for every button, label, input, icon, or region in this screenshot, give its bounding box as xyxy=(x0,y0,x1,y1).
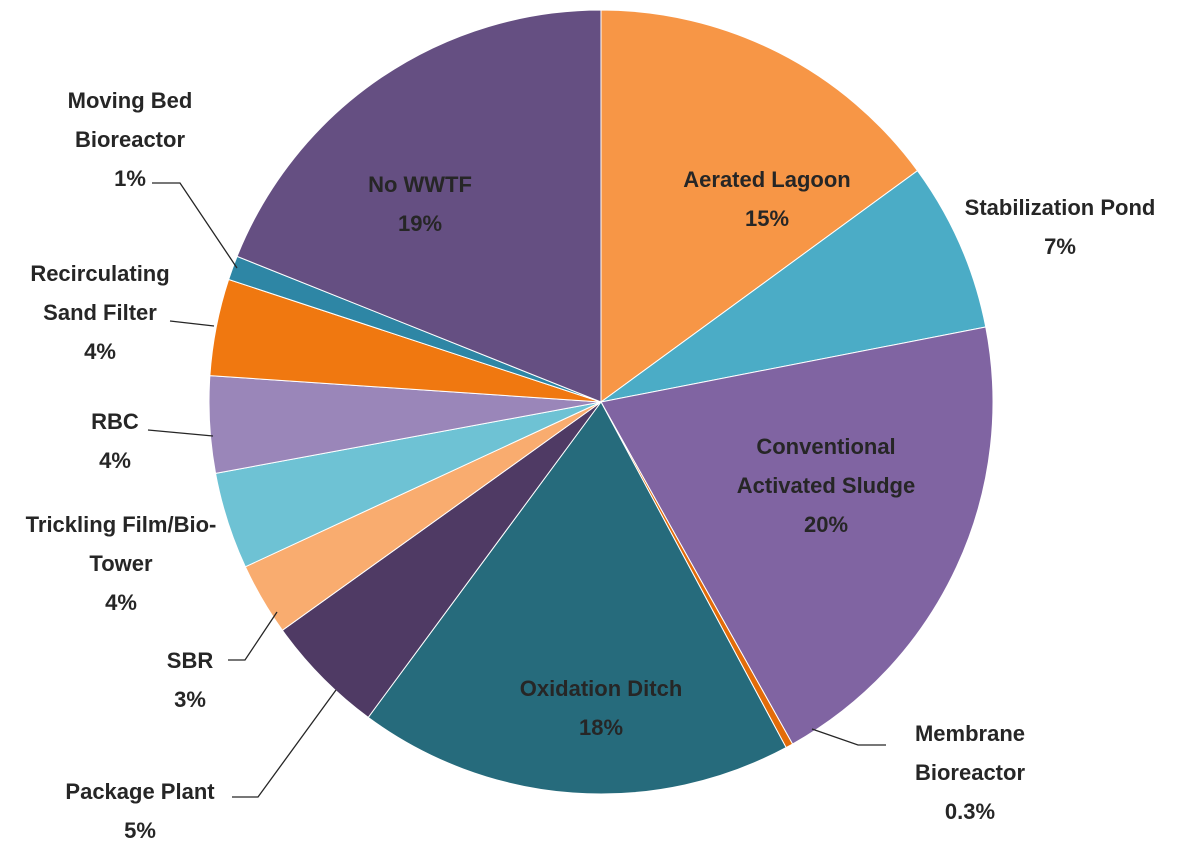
leader-line xyxy=(228,611,278,661)
data-label: SBR 3% xyxy=(166,648,214,712)
leader-line xyxy=(811,728,886,746)
data-label: Moving Bed Bioreactor 1% xyxy=(67,88,193,191)
pie-slice xyxy=(600,9,919,403)
pie-slice xyxy=(600,326,994,745)
leader-line xyxy=(147,429,214,437)
pie-slice xyxy=(600,169,987,403)
leader-line xyxy=(152,182,238,269)
data-label: Oxidation Ditch 18% xyxy=(519,676,683,740)
data-label: Conventional Activated Sludge 20% xyxy=(736,434,916,537)
data-label: Trickling Film/Bio-Tower 4% xyxy=(25,512,217,615)
data-label: Package Plant 5% xyxy=(65,779,215,843)
pie-slice xyxy=(367,401,787,795)
data-label: Recirculating Sand Filter 4% xyxy=(30,261,170,364)
data-label: RBC 4% xyxy=(91,409,139,473)
data-label: Stabilization Pond 7% xyxy=(964,195,1156,259)
leader-line xyxy=(169,320,215,327)
data-label: Aerated Lagoon 15% xyxy=(683,167,851,231)
data-label: No WWTF 19% xyxy=(368,172,472,236)
pie-slice xyxy=(236,9,602,403)
leader-line xyxy=(232,689,337,798)
data-label: Membrane Bioreactor 0.3% xyxy=(914,721,1026,824)
